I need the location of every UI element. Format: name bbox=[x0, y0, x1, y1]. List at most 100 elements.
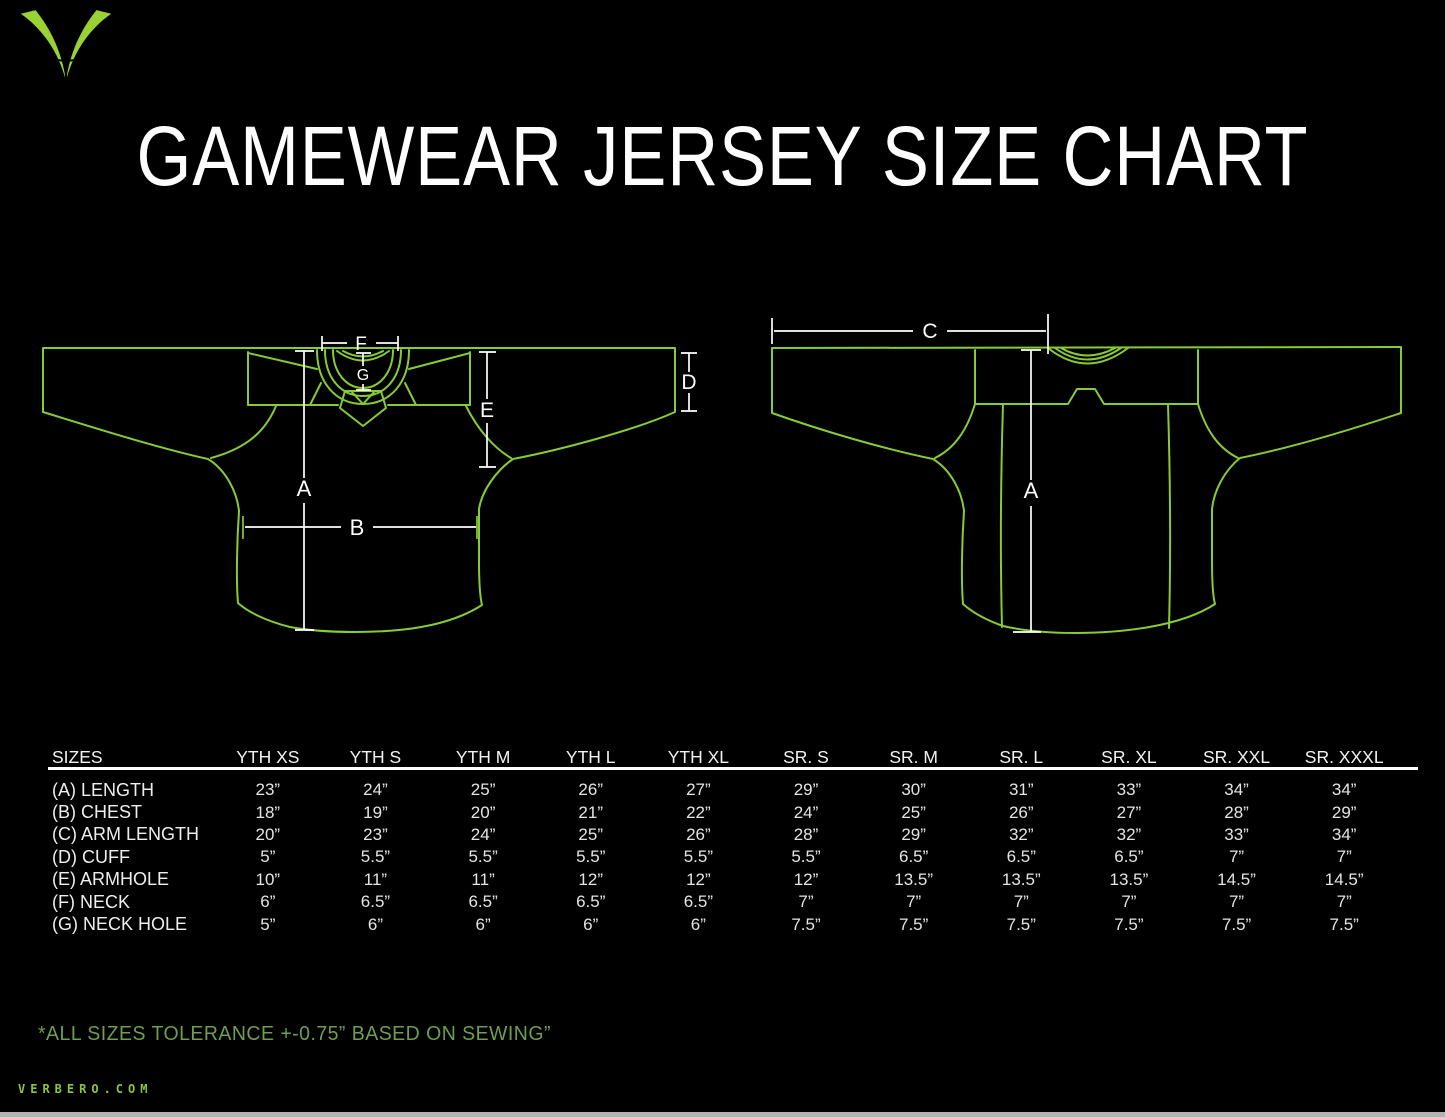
table-cell: 6” bbox=[690, 914, 706, 934]
table-cell: 24” bbox=[470, 824, 496, 844]
table-cell: 7” bbox=[1336, 892, 1352, 912]
measure-f-bracket bbox=[321, 336, 399, 351]
table-cell: 5.5” bbox=[360, 847, 391, 867]
page-title: GAMEWEAR JERSEY SIZE CHART bbox=[136, 109, 1309, 203]
table-cell: 13.5” bbox=[1109, 869, 1149, 889]
measure-label-e: E bbox=[480, 399, 494, 422]
table-header-row: SIZES YTH XS YTH S YTH M YTH L YTH XL SR… bbox=[48, 727, 1398, 771]
table-row: (A) LENGTH 23” 24” 25” 26” 27” 29” 30” 3… bbox=[48, 779, 1398, 801]
table-cell: 32” bbox=[1008, 824, 1034, 844]
front-armhole-seams bbox=[210, 405, 512, 459]
table-header-cell: YTH S bbox=[349, 747, 402, 767]
table-cell: 6.5” bbox=[360, 892, 391, 912]
table-cell: 13.5” bbox=[1001, 869, 1041, 889]
front-jersey-outline bbox=[42, 347, 676, 633]
table-cell: 26” bbox=[1008, 802, 1034, 822]
table-cell: 7.5” bbox=[1114, 914, 1144, 934]
table-cell: 5” bbox=[260, 914, 276, 934]
table-cell: 14.5” bbox=[1324, 869, 1364, 889]
front-shoulder-diagonals bbox=[247, 352, 471, 370]
back-jersey-diagram bbox=[771, 346, 1402, 634]
row-label: (A) LENGTH bbox=[52, 779, 155, 800]
table-row: (B) CHEST 18” 19” 20” 21” 22” 24” 25” 26… bbox=[48, 801, 1398, 823]
table-cell: 5.5” bbox=[791, 847, 821, 867]
table-row: (F) NECK 6” 6.5” 6.5” 6.5” 6.5” 7” 7” 7”… bbox=[48, 891, 1398, 913]
table-cell: 23” bbox=[363, 824, 388, 844]
website-text: VERBERO.COM bbox=[18, 1082, 153, 1096]
table-cell: 29” bbox=[793, 780, 819, 800]
table-cell: 20” bbox=[255, 824, 281, 844]
table-cell: 27” bbox=[1116, 802, 1142, 822]
table-cell: 7” bbox=[1013, 892, 1029, 912]
table-separator-line bbox=[48, 767, 1418, 770]
table-cell: 26” bbox=[578, 780, 603, 800]
table-cell: 34” bbox=[1331, 780, 1357, 800]
table-cell: 6.5” bbox=[683, 892, 713, 912]
table-cell: 7.5” bbox=[1221, 914, 1252, 934]
measure-e-line bbox=[479, 351, 496, 468]
table-header-cell: SR. XL bbox=[1101, 747, 1157, 767]
table-row: (G) NECK HOLE 5” 6” 6” 6” 6” 7.5” 7.5” 7… bbox=[48, 913, 1398, 935]
table-cell: 33” bbox=[1224, 824, 1249, 844]
table-cell: 6” bbox=[583, 914, 599, 934]
table-cell: 7.5” bbox=[1329, 914, 1359, 934]
table-cell: 26” bbox=[686, 824, 711, 844]
table-cell: 7” bbox=[1121, 892, 1137, 912]
table-cell: 5.5” bbox=[683, 847, 713, 867]
back-yoke-seam-notch bbox=[974, 388, 1199, 405]
table-cell: 29” bbox=[901, 824, 926, 844]
table-cell: 6.5” bbox=[1114, 847, 1144, 867]
table-cell: 34” bbox=[1224, 780, 1249, 800]
measure-label-a-front: A bbox=[297, 476, 312, 501]
measure-a-back-line bbox=[1013, 349, 1041, 633]
table-cell: 6.5” bbox=[898, 847, 929, 867]
table-cell: 7” bbox=[1228, 892, 1245, 912]
table-cell: 12” bbox=[578, 869, 603, 889]
table-cell: 11” bbox=[363, 869, 388, 889]
back-armhole-seams bbox=[934, 403, 1239, 459]
measure-d-bracket bbox=[681, 352, 697, 412]
measure-label-c: C bbox=[922, 320, 937, 343]
front-placket-detail bbox=[350, 390, 376, 405]
table-cell: 6.5” bbox=[576, 892, 606, 912]
back-measurements: C A bbox=[771, 314, 1049, 633]
table-cell: 6” bbox=[367, 914, 383, 934]
size-table-body: (A) LENGTH 23” 24” 25” 26” 27” 29” 30” 3… bbox=[48, 779, 1398, 936]
front-jersey-diagram bbox=[42, 347, 676, 633]
row-label: (F) NECK bbox=[52, 891, 130, 912]
row-label: (D) CUFF bbox=[52, 846, 130, 867]
table-cell: 25” bbox=[578, 824, 603, 844]
table-cell: 5.5” bbox=[576, 847, 606, 867]
table-header-cell: YTH XL bbox=[667, 747, 729, 767]
back-collar-arcs bbox=[1047, 347, 1129, 365]
measure-g-bracket bbox=[356, 352, 371, 391]
table-cell: 25” bbox=[901, 802, 926, 822]
table-cell: 7.5” bbox=[791, 914, 821, 934]
table-cell: 5.5” bbox=[468, 847, 498, 867]
back-jersey-outline bbox=[771, 346, 1402, 634]
table-header-cell: SR. L bbox=[999, 747, 1044, 767]
table-header-cell: SR. S bbox=[783, 747, 829, 767]
table-cell: 10” bbox=[255, 869, 281, 889]
table-cell: 18” bbox=[255, 802, 281, 822]
measure-a-front-line bbox=[295, 350, 314, 631]
front-collar-mid bbox=[324, 349, 402, 397]
front-measurements: F G D E A B bbox=[242, 334, 697, 631]
table-cell: 6.5” bbox=[468, 892, 498, 912]
table-cell: 13.5” bbox=[894, 869, 933, 889]
table-cell: 12” bbox=[686, 869, 711, 889]
logo-right-wing bbox=[66, 10, 112, 82]
measure-b-end-ticks bbox=[242, 516, 478, 539]
table-cell: 21” bbox=[578, 802, 603, 822]
row-label: (C) ARM LENGTH bbox=[52, 824, 200, 845]
size-table: SIZES YTH XS YTH S YTH M YTH L YTH XL SR… bbox=[48, 727, 1398, 771]
row-label: (E) ARMHOLE bbox=[52, 869, 170, 890]
bottom-bar bbox=[0, 1112, 1445, 1117]
table-cell: 23” bbox=[255, 780, 281, 800]
verbero-logo-icon bbox=[20, 10, 112, 82]
table-cell: 24” bbox=[793, 802, 819, 822]
table-cell: 6” bbox=[260, 892, 276, 912]
logo-left-wing bbox=[20, 10, 66, 82]
